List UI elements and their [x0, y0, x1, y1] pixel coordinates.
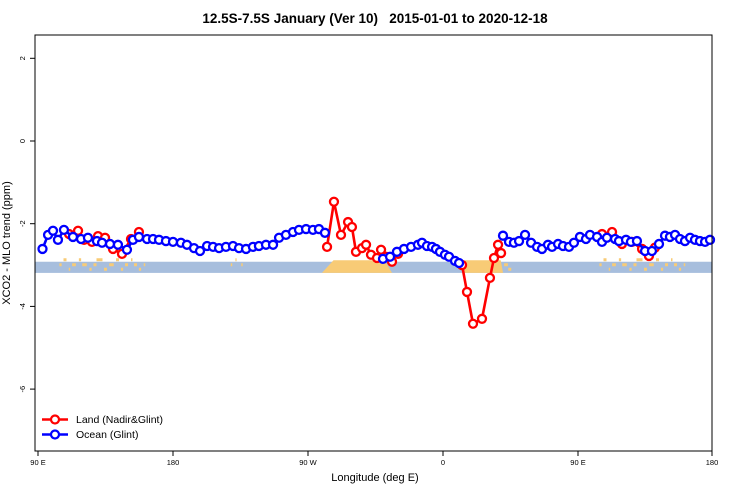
svg-text:180: 180	[167, 458, 180, 467]
svg-text:90 E: 90 E	[570, 458, 585, 467]
land-series-swatch-icon	[42, 414, 68, 425]
figure-title: 12.5S-7.5S January (Ver 10) 2015-01-01 t…	[202, 11, 548, 26]
x-axis-label: Longitude (deg E)	[331, 472, 419, 484]
legend: Land (Nadir&Glint) Ocean (Glint)	[41, 412, 163, 442]
ocean-series-swatch-icon	[42, 429, 68, 440]
svg-text:90 E: 90 E	[30, 458, 45, 467]
legend-label-ocean: Ocean (Glint)	[76, 428, 139, 441]
svg-text:90 W: 90 W	[299, 458, 317, 467]
svg-text:-4: -4	[18, 303, 27, 310]
legend-item-land: Land (Nadir&Glint)	[41, 412, 163, 427]
legend-label-land: Land (Nadir&Glint)	[76, 413, 163, 426]
svg-text:180: 180	[706, 458, 719, 467]
svg-text:0: 0	[441, 458, 445, 467]
svg-text:-6: -6	[18, 386, 27, 393]
svg-text:-2: -2	[18, 220, 27, 227]
svg-text:2: 2	[18, 56, 27, 60]
legend-item-ocean: Ocean (Glint)	[41, 427, 163, 442]
svg-text:0: 0	[18, 139, 27, 143]
